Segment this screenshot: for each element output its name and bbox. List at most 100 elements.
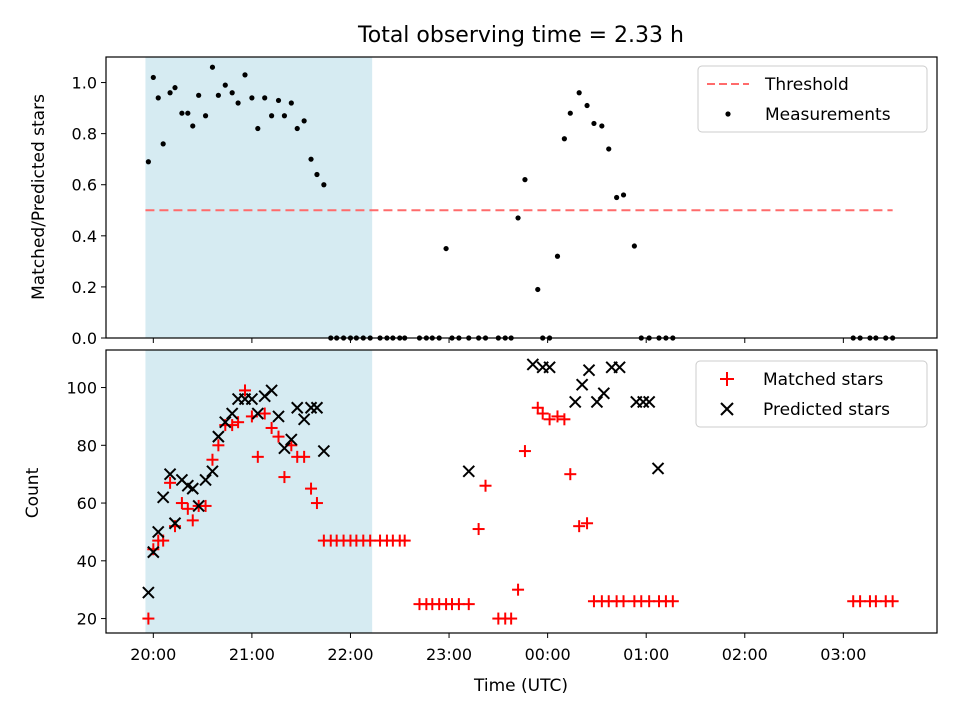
matched-star-point	[238, 384, 251, 397]
measurement-point	[535, 286, 541, 293]
predicted-star-point	[304, 401, 318, 414]
x-tick-label: 22:00	[327, 645, 373, 664]
matched-star-point	[206, 453, 219, 466]
y-tick-label: 20	[77, 610, 97, 629]
predicted-star-point	[152, 525, 165, 539]
measurement-point	[209, 64, 216, 70]
matched-star-point	[199, 499, 212, 512]
predicted-star-point	[251, 407, 265, 420]
measurement-point	[269, 113, 275, 119]
measurement-point	[150, 74, 156, 81]
x-tick-label: 02:00	[722, 645, 768, 664]
measurement-point	[229, 90, 235, 96]
matched-star-point	[472, 523, 485, 536]
ratio-legend-box	[697, 65, 928, 133]
y-tick-label: 0.8	[72, 125, 97, 144]
y-tick-label: 0.0	[72, 329, 97, 348]
y-tick-label: 80	[77, 436, 97, 455]
matched-star-point	[265, 421, 278, 434]
predicted-star-point	[526, 358, 540, 371]
legend-predicted-swatch	[720, 402, 734, 416]
predicted-star-point	[569, 395, 582, 409]
predicted-star-point	[163, 467, 177, 481]
count-panel: 20 40 60 80 100 20:00 21:00 22:00 23:00 00:00 01:…	[23, 349, 938, 664]
ratio-y-axis-label: Matched/Predicted stars	[29, 94, 49, 300]
matched-star-point	[518, 445, 531, 458]
predicted-star-point	[651, 462, 665, 475]
predicted-star-point	[272, 410, 285, 423]
matched-star-point	[398, 534, 411, 547]
ratio-y-ticks: 0.0 0.2 0.4 0.6 0.8 1.0	[72, 74, 106, 348]
measurement-point	[522, 177, 528, 183]
measurement-point	[215, 92, 221, 98]
predicted-star-point	[297, 413, 311, 426]
legend-matched-label: Matched stars	[763, 370, 883, 390]
predicted-star-point	[285, 433, 298, 446]
x-tick-label: 23:00	[426, 645, 472, 664]
measurement-point	[190, 123, 196, 129]
y-tick-label: 40	[77, 552, 97, 571]
y-tick-label: 0.4	[72, 227, 97, 246]
ratio-axes-frame	[105, 56, 938, 339]
measurement-point	[554, 253, 561, 259]
predicted-star-point	[212, 430, 225, 443]
matched-star-point	[564, 468, 577, 481]
measurement-point	[321, 182, 327, 188]
ratio-shaded-span	[145, 57, 373, 338]
legend-measurements-swatch	[725, 111, 731, 117]
matched-star-point	[175, 497, 188, 510]
predicted-star-point	[575, 378, 589, 391]
measurement-point	[235, 100, 241, 106]
matched-star-point	[305, 482, 318, 495]
measurement-point	[242, 72, 248, 78]
measurement-point	[314, 171, 320, 178]
matched-star-point	[551, 410, 564, 423]
predicted-star-point	[186, 482, 199, 495]
legend-threshold-label: Threshold	[764, 75, 849, 95]
matched-star-point	[543, 413, 556, 426]
measurement-point	[631, 243, 637, 249]
ratio-legend[interactable]: Threshold Measurements	[697, 65, 928, 133]
measurement-point	[185, 110, 191, 116]
measurement-point	[561, 136, 567, 142]
measurement-point	[255, 125, 261, 132]
predicted-star-point	[192, 499, 205, 513]
predicted-star-point	[462, 465, 475, 478]
y-tick-label: 100	[66, 379, 97, 398]
matched-star-point	[251, 450, 264, 463]
x-axis-label: Time (UTC)	[473, 676, 568, 696]
measurement-point	[614, 194, 620, 201]
y-tick-label: 0.2	[72, 278, 97, 297]
measurement-point	[443, 245, 449, 252]
count-x-ticks: 20:00 21:00 22:00 23:00 00:00 01:00 02:00 03:00	[130, 633, 866, 664]
measurement-point	[179, 110, 185, 116]
predicted-star-point	[142, 586, 155, 599]
x-tick-label: 01:00	[623, 645, 669, 664]
measurement-point	[606, 146, 612, 152]
predicted-star-point	[265, 384, 278, 397]
matched-star-point	[181, 502, 194, 515]
predicted-star-point	[278, 441, 291, 455]
measurement-point	[294, 125, 300, 132]
count-legend[interactable]: Matched stars Predicted stars	[695, 360, 928, 428]
measurement-point	[167, 90, 173, 96]
count-y-ticks: 20 40 60 80 100	[66, 379, 106, 629]
predicted-star-point	[642, 395, 656, 409]
measurement-point	[620, 192, 627, 198]
matched-star-point	[272, 430, 285, 443]
matched-star-point	[164, 476, 177, 489]
matched-star-point	[666, 595, 679, 608]
figure-title: Total observing time = 2.33 h	[357, 23, 684, 48]
measurement-point	[160, 141, 166, 147]
predicted-star-point	[543, 361, 556, 374]
predicted-star-point	[225, 407, 239, 420]
predicted-star-point	[582, 364, 596, 377]
matched-star-point	[512, 583, 525, 596]
x-tick-label: 20:00	[130, 645, 176, 664]
predicted-star-point	[291, 401, 304, 414]
x-tick-label: 03:00	[820, 645, 866, 664]
y-tick-label: 1.0	[72, 74, 97, 93]
ratio-marks	[145, 64, 896, 341]
count-marks	[142, 358, 899, 625]
x-tick-label: 00:00	[525, 645, 571, 664]
